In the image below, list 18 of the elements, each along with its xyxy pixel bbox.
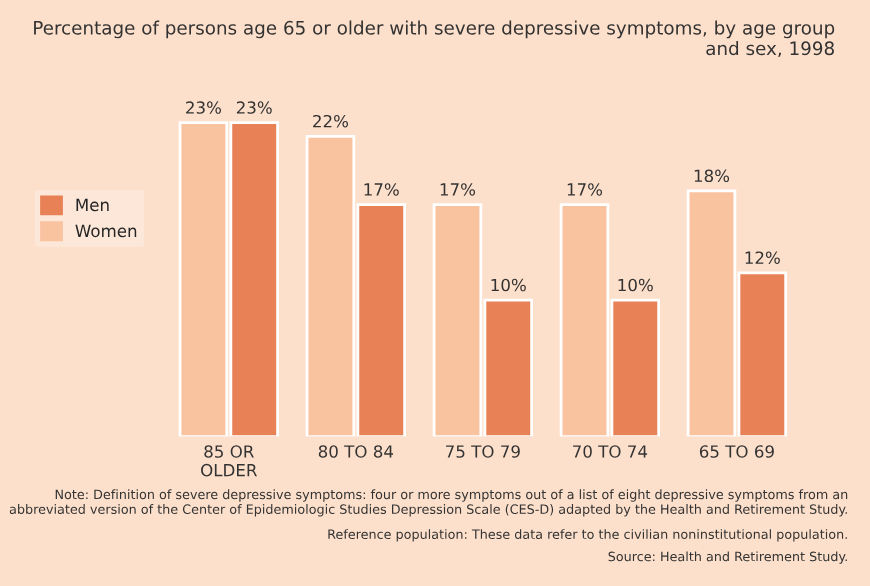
- data-label: 23%: [236, 101, 272, 114]
- x-tick-label: 85 OR OLDER: [201, 445, 257, 477]
- chart-title: Percentage of persons age 65 or older with severe depressive symptoms, by age group and sex, 1998: [34, 20, 835, 58]
- data-label: 12%: [745, 251, 780, 264]
- data-label: 10%: [618, 278, 653, 292]
- data-label: 22%: [313, 114, 349, 128]
- x-tick-label: 70 TO 74: [573, 445, 648, 458]
- data-label: 17%: [440, 183, 476, 196]
- x-tick-label: 80 TO 84: [318, 445, 394, 458]
- legend-label: Women: [75, 224, 137, 238]
- x-tick-label: 65 TO 69: [699, 445, 774, 458]
- data-label: 18%: [694, 169, 730, 183]
- x-tick-label: 75 TO 79: [446, 445, 520, 458]
- data-label: 17%: [364, 183, 399, 196]
- legend-label: Men: [76, 198, 109, 212]
- data-label: 10%: [491, 278, 526, 292]
- data-label: 23%: [186, 101, 222, 114]
- data-label: 17%: [567, 183, 603, 196]
